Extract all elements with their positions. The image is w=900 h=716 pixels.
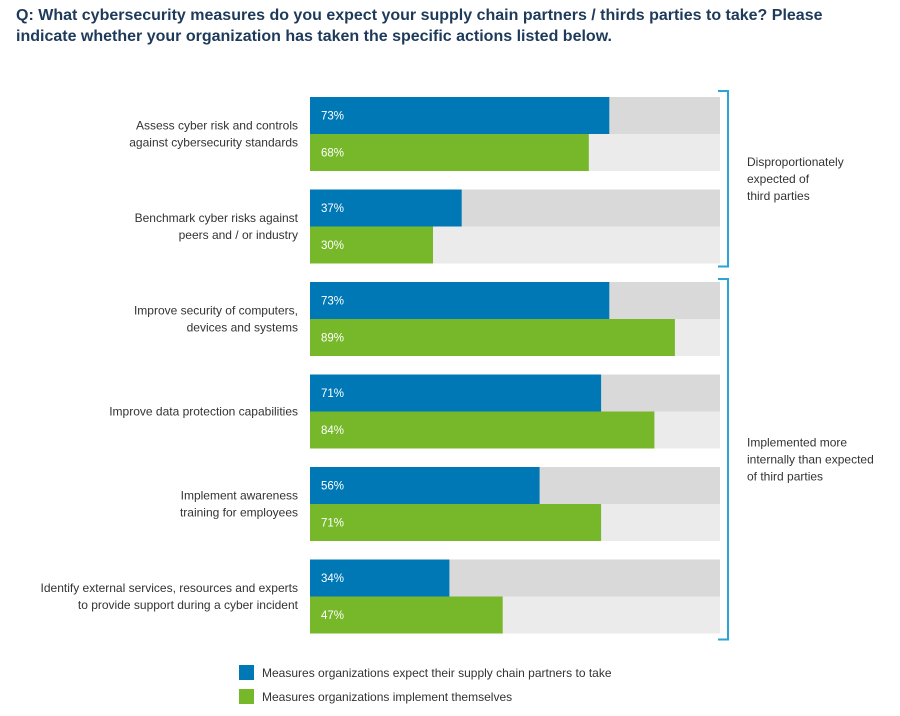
data-label: 37% xyxy=(321,203,344,215)
category-label: peers and / or industry xyxy=(179,228,298,242)
category-label: Implement awareness xyxy=(181,489,298,503)
data-label: 84% xyxy=(321,425,344,437)
bar-expect xyxy=(310,374,602,412)
annotation-text: of third parties xyxy=(747,469,823,483)
chart-title: Q: What cybersecurity measures do you ex… xyxy=(16,7,823,45)
data-label: 71% xyxy=(321,518,344,530)
category-label: against cybersecurity standards xyxy=(129,136,298,150)
category-label: training for employees xyxy=(180,506,298,520)
category-label: Improve security of computers, xyxy=(134,304,298,318)
legend: Measures organizations expect their supp… xyxy=(239,665,612,704)
bar-expect xyxy=(310,97,610,134)
annotations: Disproportionately expected of third parti… xyxy=(718,90,874,641)
category-label: Identify external services, resources an… xyxy=(41,581,298,595)
category-labels: Assess cyber risk and controls against cy… xyxy=(41,119,299,613)
bar-implement xyxy=(310,411,655,449)
bar-implement xyxy=(310,504,602,541)
data-label: 68% xyxy=(321,148,344,160)
bar-implement xyxy=(310,226,433,264)
annotation-text: internally than expected xyxy=(747,452,874,466)
annotation-text: third parties xyxy=(747,189,810,203)
category-label: to provide support during a cyber incide… xyxy=(78,598,299,612)
data-label: 73% xyxy=(321,296,344,308)
data-label: 89% xyxy=(321,333,344,345)
category-label: devices and systems xyxy=(187,321,298,335)
bar-expect xyxy=(310,282,610,319)
bracket xyxy=(718,278,729,641)
data-label: 47% xyxy=(321,610,344,622)
data-label: 71% xyxy=(321,388,344,400)
data-label: 73% xyxy=(321,111,344,123)
bar-implement xyxy=(310,134,589,171)
bar-implement xyxy=(310,596,503,634)
legend-swatch xyxy=(239,665,254,680)
data-label: 56% xyxy=(321,481,344,493)
bar-expect xyxy=(310,189,462,227)
data-label: 30% xyxy=(321,240,344,252)
annotation-text: expected of xyxy=(747,172,810,186)
annotation-text: Disproportionately xyxy=(747,155,844,169)
category-label: Improve data protection capabilities xyxy=(109,405,298,419)
bracket xyxy=(718,90,729,268)
category-label: Assess cyber risk and controls xyxy=(136,119,298,133)
category-label: Benchmark cyber risks against xyxy=(135,211,299,225)
bar-implement xyxy=(310,319,675,356)
bar-expect xyxy=(310,467,540,504)
legend-label: Measures organizations expect their supp… xyxy=(262,666,612,680)
bar-expect xyxy=(310,559,450,597)
data-label: 34% xyxy=(321,573,344,585)
legend-swatch xyxy=(239,689,254,704)
bars-layer: 73% 68% 37% 30% 73% 89% 71% 84% 56% 71% 34% 47% xyxy=(310,97,720,634)
legend-label: Measures organizations implement themsel… xyxy=(262,690,512,704)
annotation-text: Implemented more xyxy=(747,435,847,449)
